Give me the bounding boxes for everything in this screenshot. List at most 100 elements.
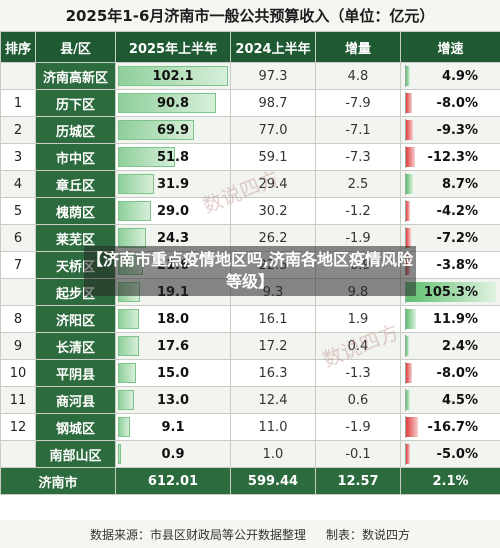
h1-2025-value: 17.6 [156, 338, 190, 354]
h1-2025-cell: 90.8 [115, 89, 231, 117]
col-header-2025h1: 2025年上半年 [115, 31, 231, 63]
h1-2025-bar [118, 309, 140, 329]
growth-value: -16.7% [427, 419, 479, 435]
h1-2025-value: 0.9 [161, 446, 185, 462]
rank-cell: 4 [0, 170, 36, 198]
growth-cell: -3.8% [400, 251, 500, 279]
district-cell: 钢城区 [35, 413, 116, 441]
h1-2025-bar [118, 336, 139, 356]
h1-2025-cell: 15.0 [115, 359, 231, 387]
h1-2025-bar [118, 390, 134, 410]
growth-axis [405, 227, 406, 249]
growth-axis [405, 335, 406, 357]
growth-cell: 8.7% [400, 170, 500, 198]
h1-2025-value: 9.1 [161, 419, 185, 435]
h1-2024-cell: 98.7 [230, 89, 316, 117]
table-row: 8 济阳区 18.0 16.1 1.9 11.9% [0, 305, 500, 333]
growth-bar [406, 120, 413, 140]
h1-2025-cell: 9.1 [115, 413, 231, 441]
h1-2025-bar [118, 174, 154, 194]
h1-2025-bar [118, 147, 175, 167]
growth-axis [405, 92, 406, 114]
delta-cell: 0.6 [315, 386, 401, 414]
total-delta: 12.57 [315, 467, 401, 495]
growth-value: -9.3% [436, 122, 478, 138]
growth-bar [406, 93, 412, 113]
overlay-caption: 【济南市重点疫情地区吗,济南各地区疫情风险等级】 [84, 246, 416, 296]
growth-value: -12.3% [427, 149, 479, 165]
delta-cell: 2.5 [315, 170, 401, 198]
growth-value: -3.8% [436, 257, 478, 273]
h1-2025-bar [118, 444, 121, 464]
h1-2024-cell: 12.4 [230, 386, 316, 414]
h1-2024-cell: 77.0 [230, 116, 316, 144]
growth-bar [406, 336, 409, 356]
growth-axis [405, 443, 406, 465]
growth-cell: 11.9% [400, 305, 500, 333]
rank-cell: 10 [0, 359, 36, 387]
growth-bar [406, 174, 414, 194]
h1-2024-cell: 59.1 [230, 143, 316, 171]
h1-2025-value: 24.3 [156, 230, 190, 246]
growth-axis [405, 200, 406, 222]
district-cell: 槐荫区 [35, 197, 116, 225]
h1-2025-bar [118, 363, 136, 383]
growth-bar [406, 417, 418, 437]
growth-bar [406, 282, 496, 302]
rank-cell [0, 62, 36, 90]
total-2025h1: 612.01 [115, 467, 231, 495]
h1-2025-value: 51.8 [156, 149, 190, 165]
growth-cell: 105.3% [400, 278, 500, 306]
growth-bar [406, 390, 410, 410]
growth-cell: 4.5% [400, 386, 500, 414]
h1-2024-cell: 97.3 [230, 62, 316, 90]
total-growth: 2.1% [400, 467, 500, 495]
growth-bar [406, 66, 411, 86]
growth-bar [406, 363, 412, 383]
author-note: 制表：数说四方 [326, 527, 411, 542]
h1-2025-cell: 13.0 [115, 386, 231, 414]
table-row: 1 历下区 90.8 98.7 -7.9 -8.0% [0, 89, 500, 117]
growth-value: 105.3% [423, 284, 478, 300]
district-cell: 平阴县 [35, 359, 116, 387]
rank-cell: 1 [0, 89, 36, 117]
h1-2025-bar [118, 201, 151, 221]
h1-2025-value: 18.0 [156, 311, 190, 327]
district-cell: 商河县 [35, 386, 116, 414]
rank-cell: 5 [0, 197, 36, 225]
district-cell: 长清区 [35, 332, 116, 360]
growth-value: -8.0% [436, 95, 478, 111]
h1-2025-bar [118, 228, 146, 248]
h1-2025-cell: 51.8 [115, 143, 231, 171]
delta-cell: -7.3 [315, 143, 401, 171]
growth-value: -8.0% [436, 365, 478, 381]
district-cell: 市中区 [35, 143, 116, 171]
table-row: 3 市中区 51.8 59.1 -7.3 -12.3% [0, 143, 500, 171]
rank-cell: 2 [0, 116, 36, 144]
h1-2025-cell: 102.1 [115, 62, 231, 90]
growth-bar [406, 147, 415, 167]
table-row: 10 平阴县 15.0 16.3 -1.3 -8.0% [0, 359, 500, 387]
growth-cell: 4.9% [400, 62, 500, 90]
delta-cell: -7.1 [315, 116, 401, 144]
district-cell: 南部山区 [35, 440, 116, 468]
delta-cell: -1.9 [315, 413, 401, 441]
header-row: 排序 县/区 2025年上半年 2024上半年 增量 增速 [0, 31, 500, 63]
revenue-table: 排序 县/区 2025年上半年 2024上半年 增量 增速 济南高新区 102.1… [0, 31, 500, 495]
growth-bar [406, 228, 412, 248]
growth-cell: -16.7% [400, 413, 500, 441]
growth-value: 8.7% [441, 176, 478, 192]
total-label: 济南市 [0, 467, 116, 495]
table-row: 5 槐荫区 29.0 30.2 -1.2 -4.2% [0, 197, 500, 225]
table-row: 南部山区 0.9 1.0 -0.1 -5.0% [0, 440, 500, 468]
growth-value: -7.2% [436, 230, 478, 246]
h1-2025-value: 29.0 [156, 203, 190, 219]
rank-cell: 9 [0, 332, 36, 360]
growth-value: -4.2% [436, 203, 478, 219]
district-cell: 历下区 [35, 89, 116, 117]
delta-cell: 0.4 [315, 332, 401, 360]
h1-2025-cell: 29.0 [115, 197, 231, 225]
growth-value: 2.4% [441, 338, 478, 354]
growth-cell: -12.3% [400, 143, 500, 171]
rank-cell: 3 [0, 143, 36, 171]
